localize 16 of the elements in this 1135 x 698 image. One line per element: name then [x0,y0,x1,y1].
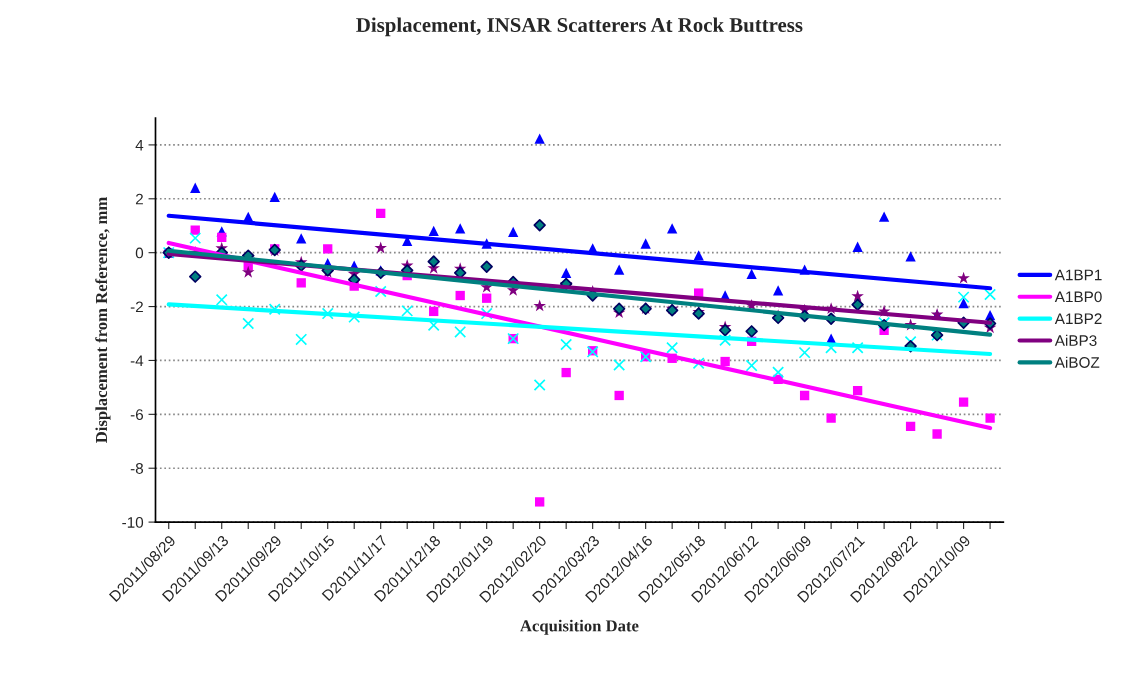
y-tick-label: -8 [130,463,144,474]
legend-label: AiBP3 [1054,334,1097,347]
legend-label: A1BP1 [1054,269,1102,281]
y-tick-label: 0 [135,247,144,259]
legend-label: AiBOZ [1054,356,1100,368]
y-tick-label: -2 [130,301,143,313]
legend-label: A1BP2 [1054,313,1102,324]
y-axis-title: Displacement from Reference, mm [95,197,111,444]
y-tick-label: -6 [130,409,144,421]
x-axis-title: Acquisition Date [520,619,639,635]
y-tick-label: -10 [122,516,144,528]
legend-label: A1BP0 [1054,291,1102,303]
chart-title: Displacement, INSAR Scatterers At Rock Buttress [356,17,803,37]
y-tick-label: 2 [135,193,143,205]
y-tick-label: -4 [130,355,144,366]
y-tick-label: 4 [135,139,144,151]
